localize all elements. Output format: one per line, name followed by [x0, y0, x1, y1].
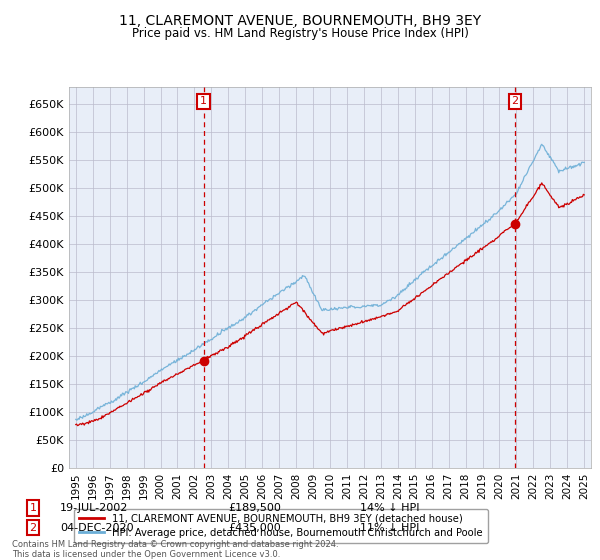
- Text: 11, CLAREMONT AVENUE, BOURNEMOUTH, BH9 3EY: 11, CLAREMONT AVENUE, BOURNEMOUTH, BH9 3…: [119, 14, 481, 28]
- Text: This data is licensed under the Open Government Licence v3.0.: This data is licensed under the Open Gov…: [12, 550, 280, 559]
- Text: £435,000: £435,000: [228, 522, 281, 533]
- Legend: 11, CLAREMONT AVENUE, BOURNEMOUTH, BH9 3EY (detached house), HPI: Average price,: 11, CLAREMONT AVENUE, BOURNEMOUTH, BH9 3…: [74, 509, 488, 543]
- Text: 14% ↓ HPI: 14% ↓ HPI: [360, 503, 419, 513]
- Text: 1: 1: [29, 503, 37, 513]
- Text: 1: 1: [200, 96, 207, 106]
- Text: £189,500: £189,500: [228, 503, 281, 513]
- Text: Contains HM Land Registry data © Crown copyright and database right 2024.: Contains HM Land Registry data © Crown c…: [12, 540, 338, 549]
- Text: 04-DEC-2020: 04-DEC-2020: [60, 522, 134, 533]
- Text: 19-JUL-2002: 19-JUL-2002: [60, 503, 128, 513]
- Text: 11% ↓ HPI: 11% ↓ HPI: [360, 522, 419, 533]
- Text: Price paid vs. HM Land Registry's House Price Index (HPI): Price paid vs. HM Land Registry's House …: [131, 27, 469, 40]
- Text: 2: 2: [512, 96, 518, 106]
- Text: 2: 2: [29, 522, 37, 533]
